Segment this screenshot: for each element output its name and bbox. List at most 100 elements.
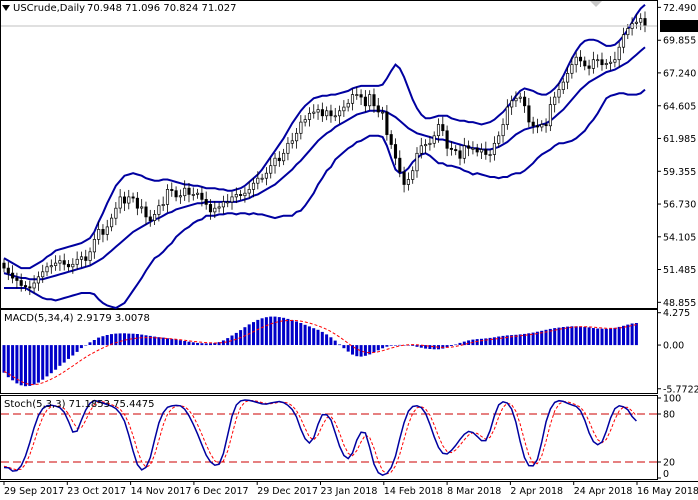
- candle: [226, 194, 230, 208]
- stochastic-axis: 100 80 200: [663, 394, 681, 481]
- candle: [325, 106, 329, 121]
- macd-bar: [363, 345, 367, 356]
- candle: [535, 118, 540, 134]
- candle: [307, 107, 312, 127]
- macd-bar: [157, 337, 161, 346]
- date-tick-label: 14 Nov 2017: [131, 486, 192, 497]
- candle: [264, 167, 268, 186]
- candle: [428, 136, 432, 151]
- candle: [234, 187, 238, 204]
- macd-bar: [19, 345, 23, 386]
- candle: [312, 104, 316, 119]
- macd-bar: [351, 345, 354, 355]
- macd-bar: [630, 323, 634, 346]
- candle: [230, 191, 234, 210]
- candle: [411, 166, 415, 184]
- date-tick-label: 29 Dec 2017: [257, 486, 318, 497]
- date-tick-label: 2 Apr 2018: [510, 486, 563, 497]
- macd-bar: [105, 335, 109, 346]
- candle: [527, 97, 531, 128]
- candle: [101, 224, 105, 243]
- candle: [591, 51, 595, 74]
- macd-bar: [226, 338, 230, 346]
- candle: [342, 100, 346, 117]
- macd-signal-line: [3, 319, 637, 386]
- macd-bar: [183, 341, 187, 346]
- candle: [256, 171, 260, 190]
- candle: [2, 258, 6, 273]
- candle: [187, 182, 191, 203]
- macd-bar: [41, 345, 45, 380]
- macd-bar: [101, 336, 105, 346]
- candle: [303, 115, 307, 127]
- macd-bar: [49, 345, 53, 374]
- candle: [221, 195, 225, 214]
- candle: [544, 118, 548, 133]
- candle: [41, 264, 45, 283]
- macd-bar: [484, 338, 488, 346]
- candle: [105, 219, 109, 241]
- macd-bar: [604, 328, 608, 346]
- macd-bar: [510, 335, 514, 345]
- macd-bar: [441, 345, 445, 349]
- candle: [114, 202, 118, 226]
- macd-bar: [449, 345, 453, 346]
- macd-bar: [415, 345, 419, 347]
- price-tick-label: 64.605: [663, 101, 696, 112]
- candle: [110, 213, 114, 232]
- pane-headers: USCrude,Daily 70.948 71.096 70.824 71.02…: [2, 3, 237, 410]
- candle: [71, 258, 75, 274]
- candle: [118, 189, 122, 214]
- candle: [454, 145, 458, 156]
- macd-bar: [458, 342, 462, 345]
- candle: [269, 157, 273, 179]
- symbol-menu-icon[interactable]: [2, 5, 10, 11]
- macd-tick-label: 4.275: [663, 308, 690, 319]
- ohlc-readout: 70.948 71.096 70.824 71.027: [87, 3, 237, 14]
- candle: [200, 187, 204, 207]
- price-tick-label: 54.105: [663, 232, 696, 243]
- macd-bar: [372, 345, 376, 353]
- candle: [376, 97, 380, 118]
- candle: [92, 233, 96, 259]
- candle: [277, 151, 281, 167]
- candle: [23, 281, 28, 292]
- candle: [574, 51, 578, 73]
- macd-bar: [11, 345, 15, 381]
- macd-bar: [200, 343, 204, 346]
- macd-bar: [88, 342, 92, 345]
- macd-bar: [359, 345, 363, 357]
- candle: [643, 11, 647, 33]
- macd-bar: [303, 324, 307, 346]
- candle: [363, 90, 367, 112]
- candle: [329, 104, 333, 123]
- candle: [247, 181, 251, 199]
- macd-bar: [553, 328, 557, 346]
- candle: [346, 98, 350, 112]
- candle: [49, 259, 53, 274]
- macd-bar: [445, 345, 449, 348]
- candle: [578, 50, 583, 68]
- price-axis: 72.490 69.855 67.240 64.605 61.985 59.355 56.7…: [663, 3, 696, 309]
- macd-bar: [247, 324, 251, 346]
- bollinger-bands: [3, 3, 646, 310]
- macd-bar: [264, 317, 268, 346]
- current-price-tag: 71.027: [660, 20, 698, 33]
- candle: [178, 189, 182, 204]
- macd-bar: [591, 328, 595, 345]
- macd-bar: [252, 322, 255, 346]
- candle: [338, 105, 342, 124]
- macd-bar: [527, 333, 531, 345]
- candle: [204, 191, 208, 210]
- candle: [462, 137, 466, 164]
- symbol-label: USCrude,Daily: [13, 3, 85, 14]
- macd-bar: [600, 328, 604, 346]
- candle: [587, 59, 591, 76]
- macd-bar: [579, 326, 582, 345]
- macd-bar: [411, 345, 415, 346]
- chart-shift-marker[interactable]: [590, 1, 602, 7]
- macd-bar: [535, 331, 539, 345]
- candle: [273, 153, 277, 174]
- macd-bar: [256, 319, 260, 346]
